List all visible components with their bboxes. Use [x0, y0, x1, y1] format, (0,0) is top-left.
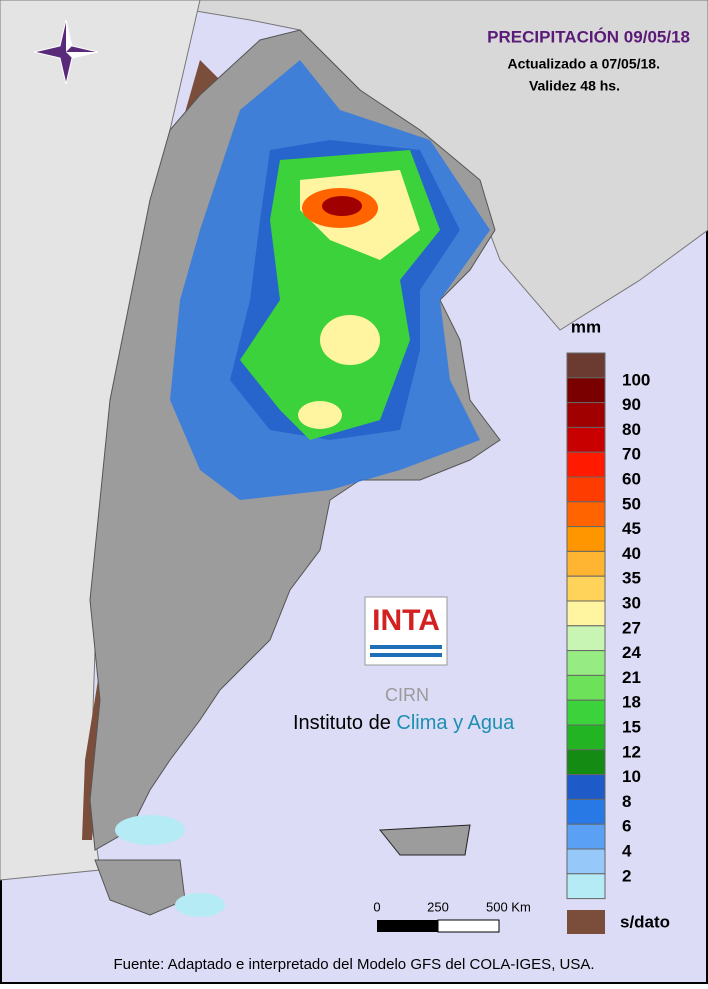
- legend-swatch: [566, 352, 606, 379]
- logo-stripe: [370, 645, 442, 649]
- no-data-label: s/dato: [620, 912, 670, 931]
- legend-label: 30: [622, 593, 641, 612]
- legend-swatch: [566, 501, 606, 528]
- legend-label: 35: [622, 569, 641, 588]
- legend-label: 18: [622, 693, 641, 712]
- legend-swatch: [566, 526, 606, 552]
- no-data-swatch: [567, 910, 605, 934]
- legend-swatch: [566, 674, 606, 701]
- legend-swatch: [566, 798, 606, 825]
- legend-swatch: [566, 402, 606, 428]
- legend-label: 90: [622, 395, 641, 414]
- footer: Fuente: Adaptado e interpretado del Mode…: [113, 956, 594, 973]
- legend-label: 2: [622, 866, 631, 885]
- legend-swatch: [566, 873, 606, 900]
- legend-swatch: [566, 575, 606, 602]
- legend-label: 8: [622, 792, 631, 811]
- neighbors: [129, 0, 708, 331]
- scale-label: 0: [373, 899, 380, 914]
- scale-bar-light: [437, 919, 500, 933]
- legend-label: 4: [622, 841, 632, 860]
- legend-swatch: [566, 699, 606, 726]
- tierra-del-fuego: [94, 859, 186, 916]
- legend-label: 40: [622, 544, 641, 563]
- legend-swatch: [566, 625, 606, 652]
- legend-swatch: [566, 451, 606, 478]
- legend-label: 24: [622, 643, 641, 662]
- scale-bar-dark: [377, 920, 438, 932]
- islands: [379, 824, 471, 856]
- legend-swatch: [566, 823, 606, 850]
- legend-swatch: [566, 848, 606, 875]
- legend-swatch: [566, 377, 606, 404]
- logo-institute: Instituto de Clima y Agua: [293, 712, 515, 734]
- legend-label: 21: [622, 668, 641, 687]
- updated: Actualizado a 07/05/18.: [507, 56, 660, 72]
- compass: [33, 19, 99, 85]
- legend-unit: mm: [571, 317, 601, 336]
- validity: Validez 48 hs.: [529, 78, 620, 94]
- legend-label: 80: [622, 420, 641, 439]
- legend-label: 6: [622, 817, 631, 836]
- scale-label: 500 Km: [486, 899, 531, 914]
- scale-label: 250: [427, 899, 449, 914]
- legend-label: 45: [622, 519, 641, 538]
- legend-swatch: [566, 550, 606, 577]
- legend-swatch: [566, 724, 606, 751]
- legend-label: 15: [622, 717, 641, 736]
- legend-label: 10: [622, 767, 641, 786]
- precipitation: [115, 60, 490, 917]
- logo-brand: INTA: [372, 604, 440, 637]
- legend-label: 27: [622, 618, 641, 637]
- legend-swatch: [566, 426, 606, 453]
- legend-label: 70: [622, 445, 641, 464]
- legend-label: 12: [622, 742, 641, 761]
- legend-swatch: [566, 650, 606, 676]
- legend-swatch: [566, 476, 606, 503]
- legend-swatch: [566, 600, 606, 627]
- legend-label: 100: [622, 370, 650, 389]
- legend-label: 60: [622, 469, 641, 488]
- legend: 100 90 80 70 60 50 45 40 35 30 27 24 21 18 15 12 10 8 6 4 2: [566, 352, 650, 900]
- logo-institute-prefix: Instituto de: [293, 712, 391, 734]
- logo-center: CIRN: [385, 685, 429, 705]
- legend-swatch: [566, 774, 606, 800]
- logo-institute-highlight: Clima y Agua: [396, 712, 515, 734]
- legend-label: 50: [622, 494, 641, 513]
- logo-stripe: [370, 653, 442, 657]
- title: PRECIPITACIÓN 09/05/18: [487, 27, 690, 46]
- legend-swatch: [566, 749, 606, 776]
